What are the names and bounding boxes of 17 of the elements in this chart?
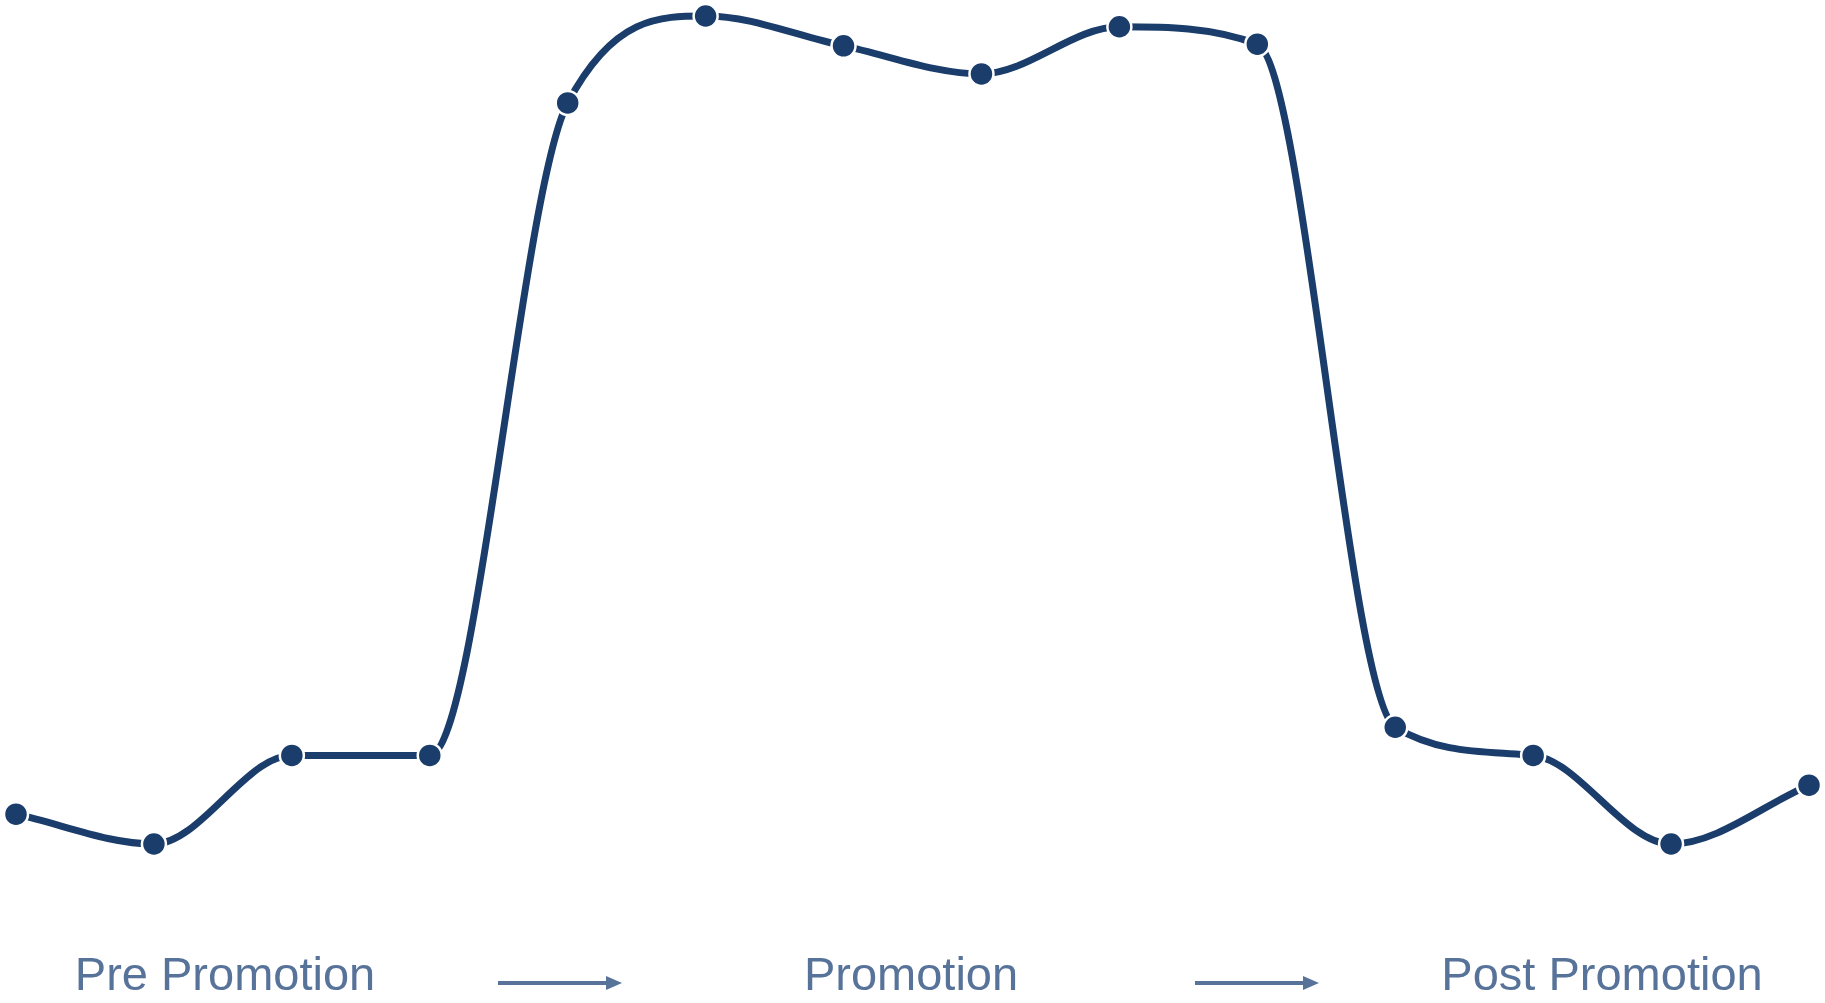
point <box>692 2 719 30</box>
point <box>1657 830 1685 858</box>
point <box>278 742 306 769</box>
point <box>830 32 857 60</box>
point <box>140 830 168 858</box>
point <box>416 742 444 769</box>
point <box>1381 714 1409 741</box>
text: Promotion <box>803 947 1019 1000</box>
point <box>968 60 995 88</box>
point <box>1519 742 1547 769</box>
point <box>2 800 30 828</box>
point <box>1244 30 1271 58</box>
point <box>1106 13 1133 41</box>
point <box>554 89 581 117</box>
text: Pre Promotion <box>74 947 376 1000</box>
point <box>1795 771 1823 799</box>
text: Post Promotion <box>1441 947 1763 1000</box>
